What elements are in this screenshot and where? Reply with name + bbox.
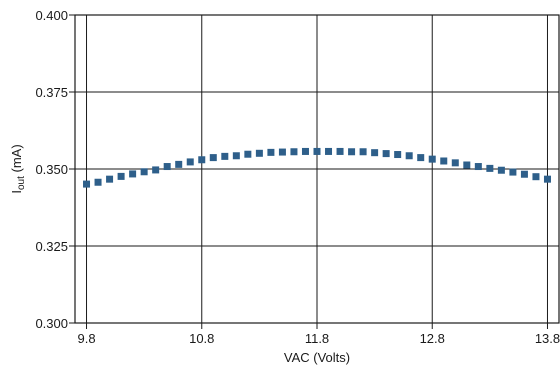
x-tick-label: 11.8 — [305, 331, 329, 346]
x-tick-label: 10.8 — [189, 331, 214, 346]
data-point — [532, 173, 540, 181]
data-point — [198, 156, 206, 164]
data-point — [451, 159, 459, 167]
data-point — [509, 168, 517, 176]
data-point — [175, 160, 183, 168]
x-tick-label: 12.8 — [420, 331, 445, 346]
data-point — [209, 154, 217, 162]
data-point — [520, 170, 528, 178]
x-axis-label: VAC (Volts) — [284, 350, 350, 365]
data-point — [325, 147, 333, 155]
x-tick-label: 13.8 — [535, 331, 560, 346]
data-point — [371, 149, 379, 157]
data-point — [267, 148, 275, 156]
data-point — [186, 158, 194, 166]
data-point — [417, 154, 425, 162]
data-point — [290, 148, 298, 156]
y-tick-label: 0.375 — [35, 85, 68, 100]
data-point — [463, 161, 471, 169]
data-point — [255, 149, 263, 157]
data-point — [83, 180, 91, 188]
data-point — [486, 164, 494, 172]
x-tick-label: 9.8 — [77, 331, 95, 346]
data-point — [497, 166, 505, 174]
data-point — [244, 150, 252, 158]
data-point — [543, 175, 551, 183]
data-point — [382, 150, 390, 158]
data-point — [301, 147, 309, 155]
y-tick-label: 0.325 — [35, 239, 68, 254]
data-point — [117, 172, 125, 180]
y-axis-label-unit: (mA) — [9, 144, 24, 176]
data-point — [140, 168, 148, 176]
data-point — [152, 166, 160, 174]
data-point — [474, 163, 482, 171]
data-point — [129, 170, 137, 178]
y-tick-label: 0.300 — [35, 316, 68, 331]
data-point — [394, 151, 402, 159]
y-axis-label-main: I — [9, 190, 24, 194]
data-point — [405, 152, 413, 160]
data-point — [359, 148, 367, 156]
data-point — [163, 163, 171, 171]
data-point — [348, 148, 356, 156]
data-point — [106, 175, 114, 183]
data-point — [221, 152, 229, 160]
data-point — [440, 157, 448, 165]
y-tick-label: 0.400 — [35, 8, 68, 23]
data-point — [232, 152, 240, 160]
data-point — [278, 148, 286, 156]
data-point — [336, 147, 344, 155]
tick-labels: 0.300 0.325 0.350 0.375 0.400 9.8 10.8 11.8 12.8… — [35, 8, 560, 346]
data-point — [313, 147, 321, 155]
plot-frame — [74, 14, 560, 324]
data-point — [94, 178, 102, 186]
y-axis-label: Iout (mA) — [9, 144, 27, 193]
data-point — [428, 155, 436, 163]
data-series — [83, 147, 551, 188]
y-axis-label-subscript: out — [16, 176, 27, 190]
y-tick-label: 0.350 — [35, 162, 68, 177]
